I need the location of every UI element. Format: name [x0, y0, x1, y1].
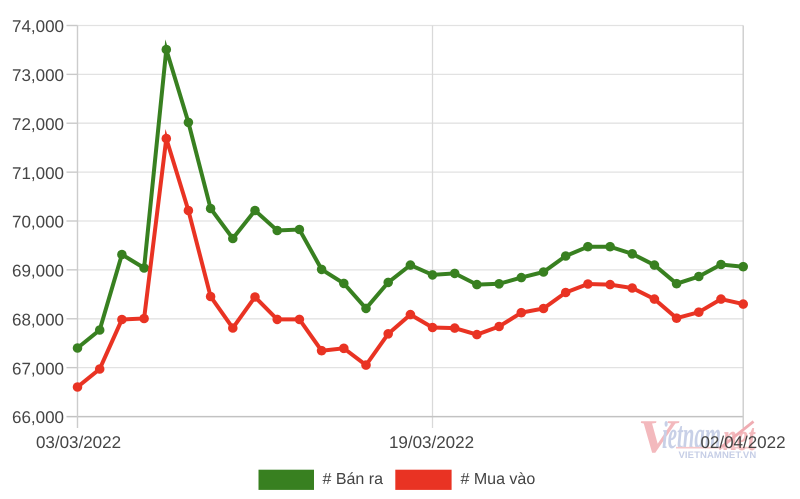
svg-text:ietnam: ietnam [662, 414, 721, 457]
svg-text:73,000: 73,000 [12, 66, 64, 85]
svg-text:VIETNAMNET.VN: VIETNAMNET.VN [679, 450, 757, 461]
svg-text:72,000: 72,000 [12, 115, 64, 134]
svg-text:67,000: 67,000 [12, 359, 64, 378]
svg-text:71,000: 71,000 [12, 164, 64, 183]
svg-text:74,000: 74,000 [12, 17, 64, 36]
svg-text:68,000: 68,000 [12, 311, 64, 330]
svg-text:# Mua vào: # Mua vào [461, 471, 536, 488]
svg-text:02/04/2022: 02/04/2022 [700, 433, 785, 452]
svg-text:V: V [638, 411, 680, 463]
svg-text:69,000: 69,000 [12, 262, 64, 281]
svg-text:19/03/2022: 19/03/2022 [389, 433, 474, 452]
svg-text:66,000: 66,000 [12, 408, 64, 427]
svg-text:70,000: 70,000 [12, 213, 64, 232]
svg-text:# Bán ra: # Bán ra [323, 471, 384, 488]
svg-text:03/03/2022: 03/03/2022 [36, 433, 121, 452]
